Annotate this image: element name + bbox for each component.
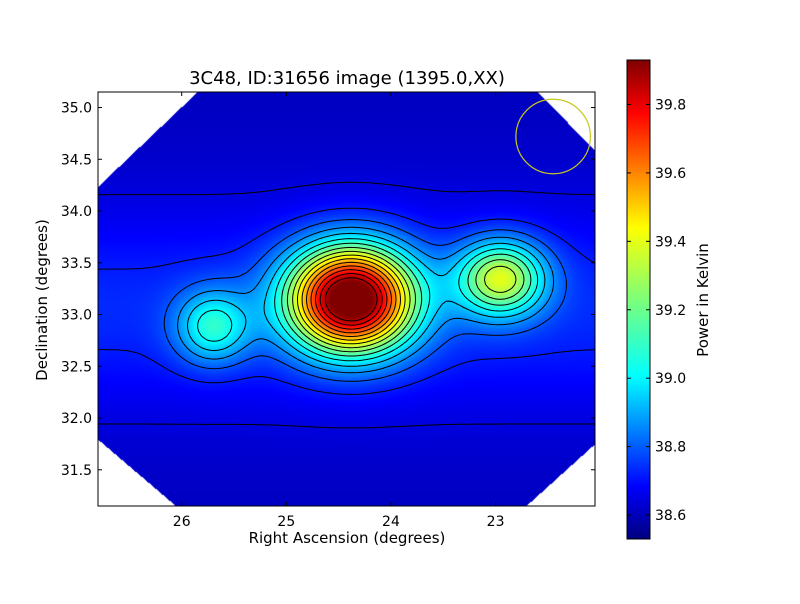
colorbar-tick-label: 39.0 — [655, 371, 686, 387]
y-axis-label: Declination (degrees) — [33, 219, 51, 381]
plot-area — [98, 92, 595, 506]
y-tick-label: 34.5 — [61, 152, 92, 168]
x-axis-label: Right Ascension (degrees) — [249, 529, 446, 547]
y-ticks: 31.5 32.0 32.5 33.0 33.5 34.0 34.5 35.0 — [61, 101, 595, 479]
colorbar-tick-label: 39.6 — [655, 166, 686, 182]
colorbar-ticks: 38.6 38.8 39.0 39.2 39.4 39.6 39.8 — [627, 97, 686, 524]
y-tick-label: 35.0 — [61, 101, 92, 117]
y-tick-label: 34.0 — [61, 204, 92, 220]
colorbar-tick-label: 38.8 — [655, 440, 686, 456]
contour-level-11 — [306, 261, 397, 337]
plot-frame — [97, 91, 596, 507]
chart-title: 3C48, ID:31656 image (1395.0,XX) — [189, 68, 505, 89]
contour-level-0 — [98, 181, 595, 429]
contour-level-5 — [197, 238, 539, 362]
x-tick-label: 23 — [487, 514, 505, 530]
contour-level-15 — [324, 277, 378, 322]
colorbar-tick-label: 39.8 — [655, 97, 686, 113]
contour-level-1 — [98, 207, 595, 395]
beam-circle — [515, 98, 592, 175]
contour-level-3 — [177, 226, 555, 374]
colorbar — [627, 60, 650, 539]
y-tick-label: 31.5 — [61, 463, 92, 479]
heatmap-image — [98, 92, 595, 506]
contour-lines — [98, 181, 595, 429]
colorbar-tick-label: 39.2 — [655, 303, 686, 319]
y-tick-label: 32.5 — [61, 359, 92, 375]
contour-level-7 — [286, 246, 525, 353]
contour-level-2 — [163, 219, 567, 382]
contour-level-10 — [301, 258, 401, 341]
colorbar-tick-label: 39.4 — [655, 234, 686, 250]
contour-level-6 — [281, 242, 532, 357]
contour-level-9 — [297, 254, 406, 345]
contour-level-13 — [315, 269, 388, 330]
y-tick-label: 32.0 — [61, 411, 92, 427]
x-ticks: 26 25 24 23 — [173, 92, 505, 530]
contour-level-8 — [292, 250, 517, 349]
x-tick-label: 24 — [382, 514, 400, 530]
colorbar-tick-label: 38.6 — [655, 508, 686, 524]
contour-level-4 — [187, 232, 546, 367]
y-tick-label: 33.0 — [61, 308, 92, 324]
x-tick-label: 26 — [173, 514, 191, 530]
x-tick-label: 25 — [277, 514, 295, 530]
contour-level-12 — [310, 265, 392, 334]
colorbar-frame — [626, 59, 651, 540]
colorbar-label: Power in Kelvin — [694, 243, 712, 357]
y-tick-label: 33.5 — [61, 256, 92, 272]
contour-level-14 — [319, 273, 383, 326]
